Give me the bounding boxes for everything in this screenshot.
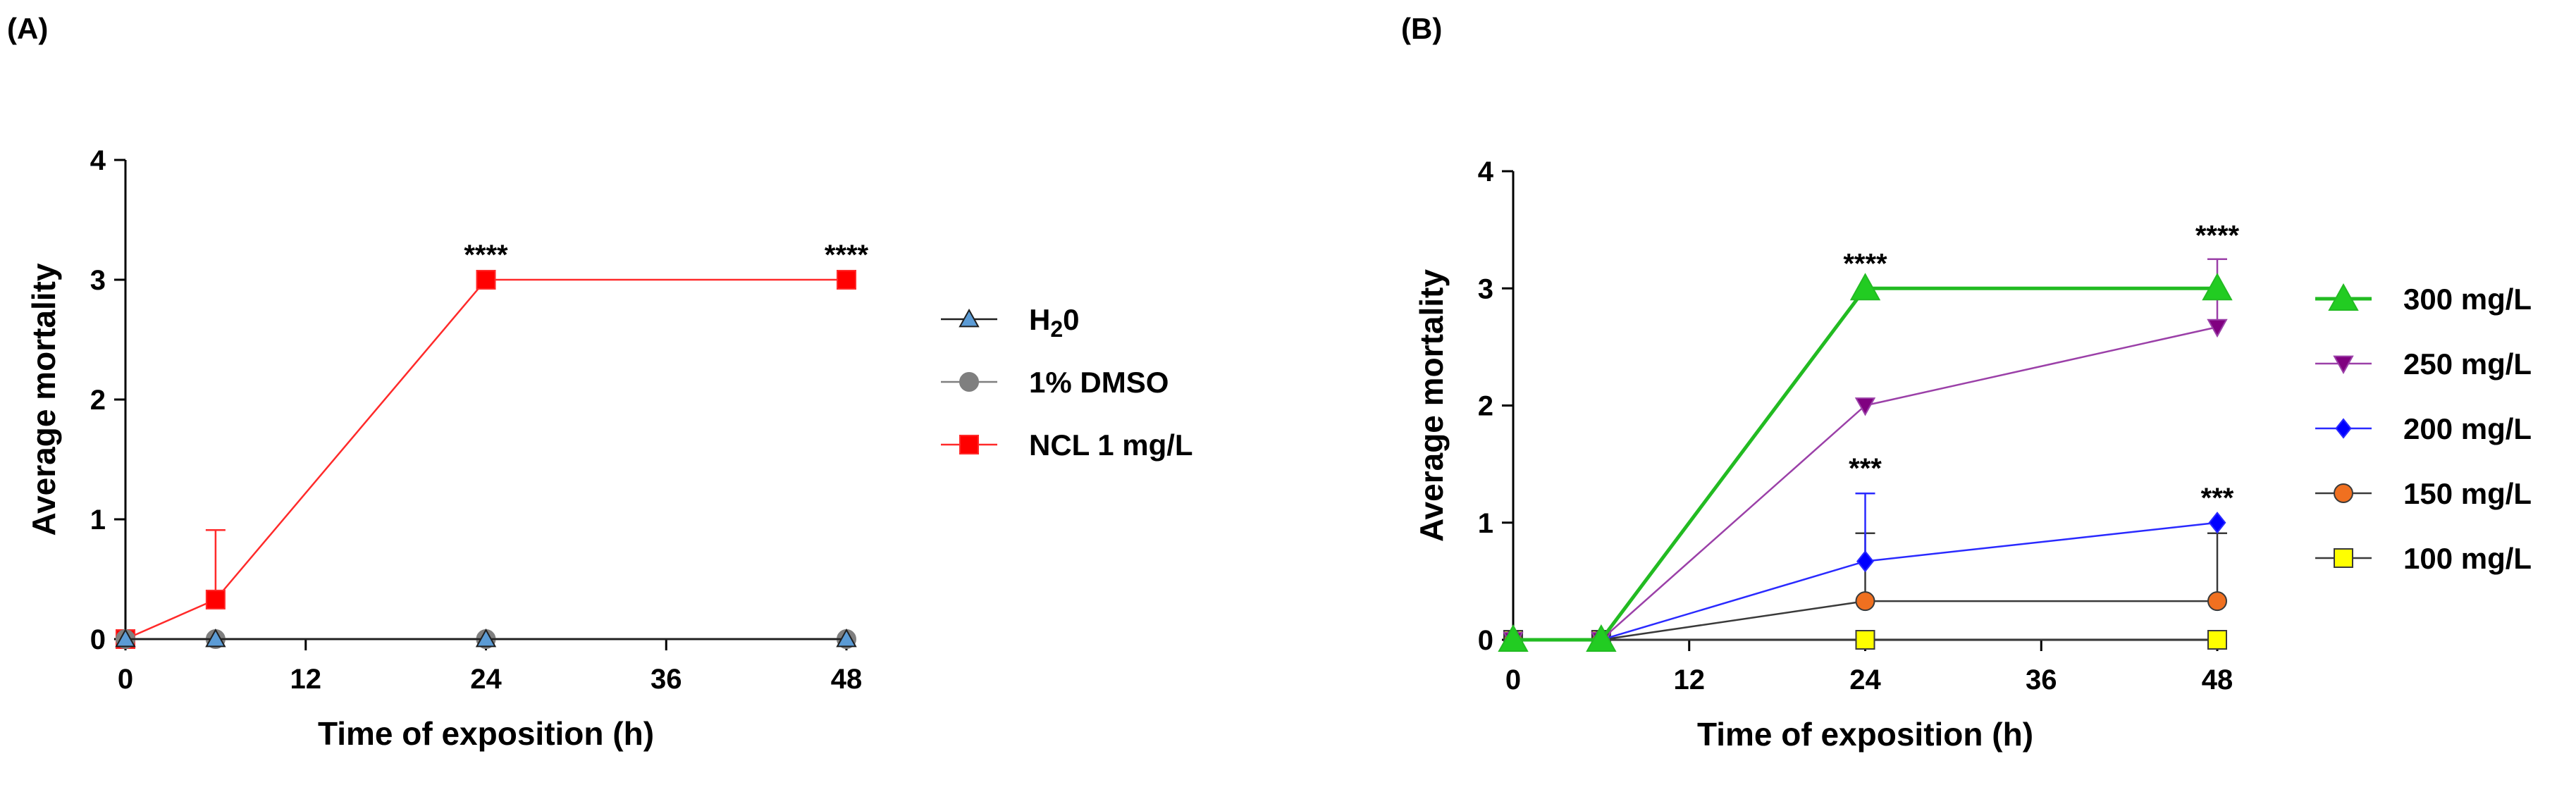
legend-entry: 100 mg/L bbox=[2315, 542, 2532, 575]
legend-entry: H20 bbox=[941, 303, 1080, 342]
legend-entry: 200 mg/L bbox=[2315, 412, 2532, 445]
x-tick-label: 24 bbox=[1849, 664, 1881, 695]
significance-label: **** bbox=[825, 240, 869, 271]
legend-label: 300 mg/L bbox=[2403, 283, 2532, 316]
y-tick-label: 0 bbox=[1478, 625, 1493, 656]
series-line bbox=[1513, 286, 2217, 642]
data-point bbox=[205, 589, 226, 610]
legend-marker bbox=[2328, 283, 2359, 311]
legend-label: 1% DMSO bbox=[1029, 366, 1169, 399]
data-point bbox=[476, 270, 496, 290]
significance-label: *** bbox=[2201, 483, 2234, 514]
data-point bbox=[2207, 591, 2227, 612]
series-line bbox=[125, 278, 846, 641]
x-tick-label: 12 bbox=[290, 664, 322, 695]
panel-label: (B) bbox=[1401, 12, 1442, 45]
y-tick-label: 4 bbox=[90, 145, 106, 176]
y-tick-label: 1 bbox=[1478, 508, 1493, 539]
data-point bbox=[2202, 273, 2233, 301]
x-tick-label: 12 bbox=[1674, 664, 1706, 695]
data-point bbox=[1498, 624, 1529, 652]
data-point bbox=[1586, 624, 1617, 652]
legend-entry: 250 mg/L bbox=[2315, 347, 2532, 380]
legend-marker bbox=[959, 435, 979, 454]
significance-label: **** bbox=[1843, 248, 1887, 279]
x-tick-label: 0 bbox=[118, 664, 133, 695]
x-tick-label: 36 bbox=[651, 664, 682, 695]
legend-label: 100 mg/L bbox=[2403, 542, 2532, 575]
y-tick-label: 0 bbox=[90, 624, 106, 655]
x-axis-title: Time of exposition (h) bbox=[318, 715, 654, 752]
data-point bbox=[836, 628, 857, 648]
legend-label: 150 mg/L bbox=[2403, 477, 2532, 510]
series-ncl-1-mg-l bbox=[116, 270, 856, 649]
data-point bbox=[1856, 550, 1874, 573]
legend-label: H20 bbox=[1029, 303, 1080, 342]
significance-label: **** bbox=[2195, 220, 2240, 251]
data-point bbox=[1855, 591, 1875, 612]
legend-marker bbox=[959, 308, 980, 328]
data-point bbox=[2207, 630, 2227, 650]
data-point bbox=[1849, 273, 1881, 301]
x-tick-label: 48 bbox=[831, 664, 863, 695]
legend-entry: 1% DMSO bbox=[941, 366, 1169, 399]
data-point bbox=[1855, 630, 1875, 650]
legend-entry: 300 mg/L bbox=[2315, 283, 2532, 316]
x-tick-label: 24 bbox=[470, 664, 502, 695]
x-tick-label: 36 bbox=[2026, 664, 2057, 695]
y-axis-title: Average mortality bbox=[1413, 269, 1450, 542]
significance-label: *** bbox=[1849, 453, 1882, 484]
legend-marker bbox=[2333, 355, 2354, 375]
y-axis-title: Average mortality bbox=[25, 263, 62, 536]
y-tick-label: 3 bbox=[1478, 273, 1493, 304]
data-point bbox=[837, 270, 856, 290]
legend-entry: NCL 1 mg/L bbox=[941, 428, 1193, 462]
data-point bbox=[2208, 512, 2226, 534]
y-tick-label: 1 bbox=[90, 505, 106, 536]
legend-marker bbox=[959, 372, 979, 392]
x-tick-label: 0 bbox=[1505, 664, 1521, 695]
legend-label: 250 mg/L bbox=[2403, 347, 2532, 380]
legend-marker bbox=[2335, 418, 2352, 439]
legend-label: 200 mg/L bbox=[2403, 412, 2532, 445]
y-tick-label: 4 bbox=[1478, 156, 1494, 187]
data-point bbox=[2207, 318, 2228, 338]
legend-marker bbox=[2334, 548, 2353, 568]
series-h-0 bbox=[115, 628, 857, 648]
legend-entry: 150 mg/L bbox=[2315, 477, 2532, 510]
y-tick-label: 2 bbox=[1478, 391, 1493, 422]
data-point bbox=[1854, 397, 1876, 416]
legend-marker bbox=[2334, 483, 2353, 503]
panel-label: (A) bbox=[7, 12, 48, 45]
x-axis-title: Time of exposition (h) bbox=[1697, 716, 2033, 753]
x-tick-label: 48 bbox=[2202, 664, 2233, 695]
data-point bbox=[115, 628, 136, 648]
series-300-mg-l bbox=[1498, 273, 2233, 652]
data-point bbox=[475, 628, 497, 648]
significance-label: **** bbox=[464, 240, 508, 271]
y-tick-label: 2 bbox=[90, 385, 106, 416]
y-tick-label: 3 bbox=[90, 265, 106, 296]
legend-label: NCL 1 mg/L bbox=[1029, 428, 1193, 462]
data-point bbox=[205, 628, 226, 648]
